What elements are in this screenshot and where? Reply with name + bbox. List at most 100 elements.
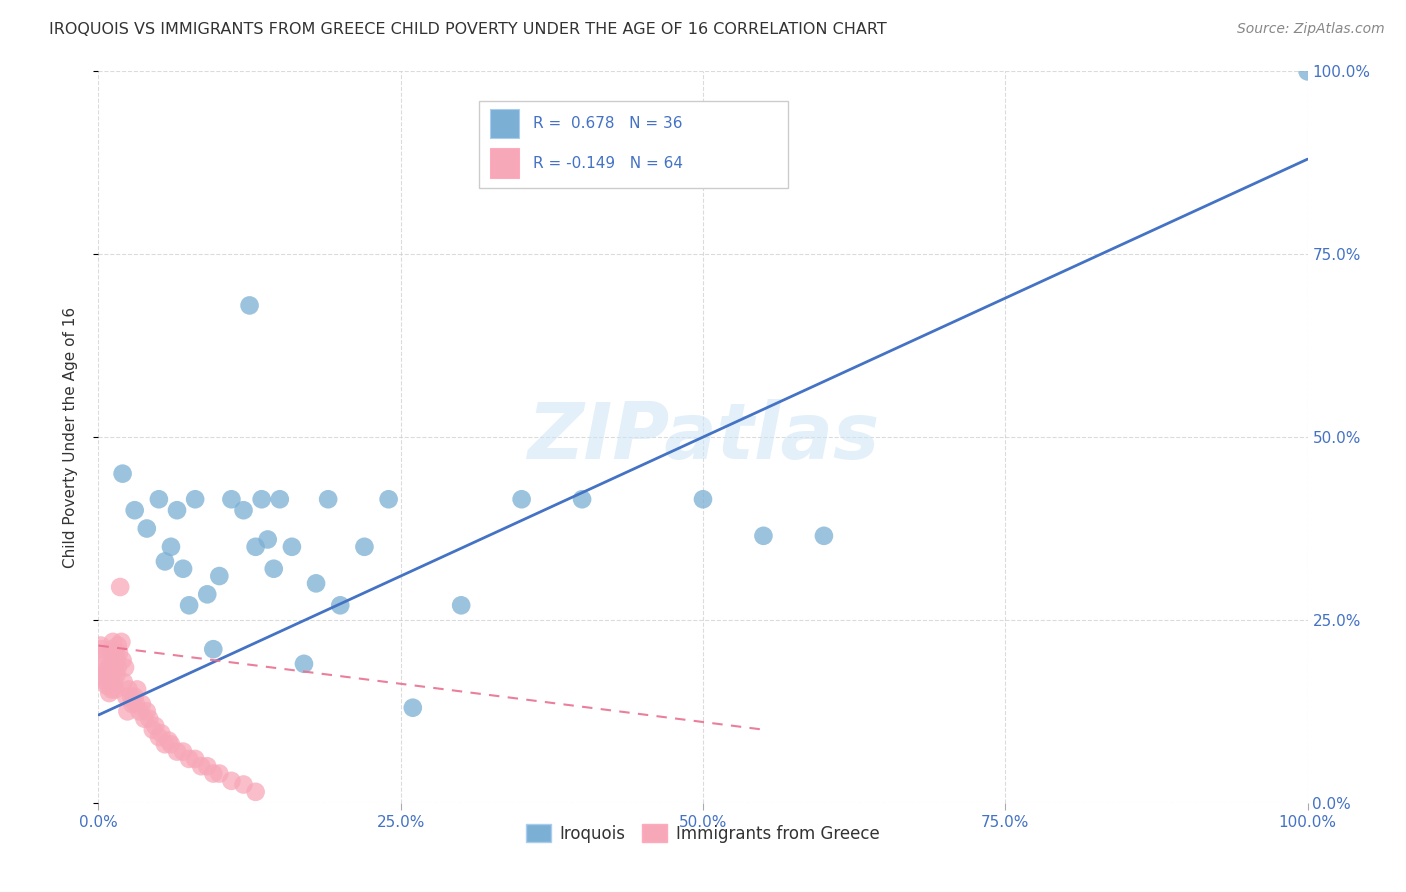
Point [172, 745, 194, 759]
Point [124, 690, 146, 704]
Text: Source: ZipAtlas.com: Source: ZipAtlas.com [1237, 22, 1385, 37]
Point [100, 672, 122, 686]
Point [190, 759, 212, 773]
Point [98, 686, 121, 700]
Point [202, 766, 225, 780]
Point [179, 599, 201, 613]
Point [157, 733, 180, 747]
Point [292, 657, 315, 671]
Point [263, 562, 285, 576]
Point [153, 737, 176, 751]
Point [131, 697, 153, 711]
Point [108, 580, 131, 594]
Point [107, 660, 129, 674]
Point [692, 492, 714, 507]
Point [202, 642, 225, 657]
Point [111, 653, 134, 667]
Text: IROQUOIS VS IMMIGRANTS FROM GREECE CHILD POVERTY UNDER THE AGE OF 16 CORRELATION: IROQUOIS VS IMMIGRANTS FROM GREECE CHILD… [49, 22, 887, 37]
Point [250, 492, 273, 507]
Point [316, 492, 339, 507]
Point [184, 492, 207, 507]
Point [105, 653, 128, 667]
Point [93, 657, 115, 671]
Point [115, 690, 138, 704]
Point [114, 660, 136, 674]
Point [195, 587, 218, 601]
Point [90, 639, 112, 653]
Point [97, 664, 120, 678]
Point [142, 723, 165, 737]
Point [135, 705, 157, 719]
Point [96, 667, 118, 681]
Text: R = -0.149   N = 64: R = -0.149 N = 64 [533, 155, 682, 170]
Point [813, 529, 835, 543]
FancyBboxPatch shape [491, 148, 519, 178]
Point [105, 667, 128, 681]
Point [256, 533, 278, 547]
Point [239, 298, 262, 312]
Point [125, 697, 148, 711]
Point [269, 492, 291, 507]
Point [305, 576, 328, 591]
Point [93, 667, 115, 681]
Point [100, 642, 122, 657]
Point [208, 766, 231, 780]
Point [166, 503, 188, 517]
Point [128, 705, 150, 719]
Point [160, 540, 183, 554]
Y-axis label: Child Poverty Under the Age of 16: Child Poverty Under the Age of 16 [63, 307, 77, 567]
Point [124, 503, 146, 517]
Point [103, 675, 125, 690]
Point [121, 697, 143, 711]
Point [450, 599, 472, 613]
Point [100, 682, 122, 697]
Point [120, 690, 142, 704]
Point [101, 646, 124, 660]
Point [221, 773, 243, 788]
Point [232, 503, 254, 517]
Point [150, 726, 173, 740]
Legend: Iroquois, Immigrants from Greece: Iroquois, Immigrants from Greece [520, 818, 886, 849]
Point [94, 675, 117, 690]
Point [118, 682, 141, 697]
Point [1296, 64, 1319, 78]
Point [245, 540, 267, 554]
Point [160, 737, 183, 751]
Text: ZIPatlas: ZIPatlas [527, 399, 879, 475]
Point [571, 492, 593, 507]
Point [143, 719, 166, 733]
Point [103, 660, 125, 674]
Point [108, 646, 131, 660]
Point [195, 759, 218, 773]
Point [117, 705, 139, 719]
Point [208, 569, 231, 583]
Point [510, 492, 533, 507]
Point [166, 745, 188, 759]
Point [172, 562, 194, 576]
Point [752, 529, 775, 543]
Point [94, 664, 117, 678]
Point [107, 639, 129, 653]
Point [402, 700, 425, 714]
Point [98, 660, 121, 674]
Point [112, 675, 135, 690]
Point [232, 778, 254, 792]
Point [221, 492, 243, 507]
Point [91, 642, 114, 657]
Point [111, 467, 134, 481]
Point [148, 730, 170, 744]
Point [135, 521, 157, 535]
Point [179, 752, 201, 766]
Point [353, 540, 375, 554]
Point [138, 712, 160, 726]
Point [127, 682, 149, 697]
Point [377, 492, 399, 507]
Point [100, 657, 122, 671]
Point [104, 646, 127, 660]
Point [96, 679, 118, 693]
Point [153, 554, 176, 568]
Point [245, 785, 267, 799]
Point [110, 635, 132, 649]
Point [101, 635, 124, 649]
Point [134, 712, 156, 726]
